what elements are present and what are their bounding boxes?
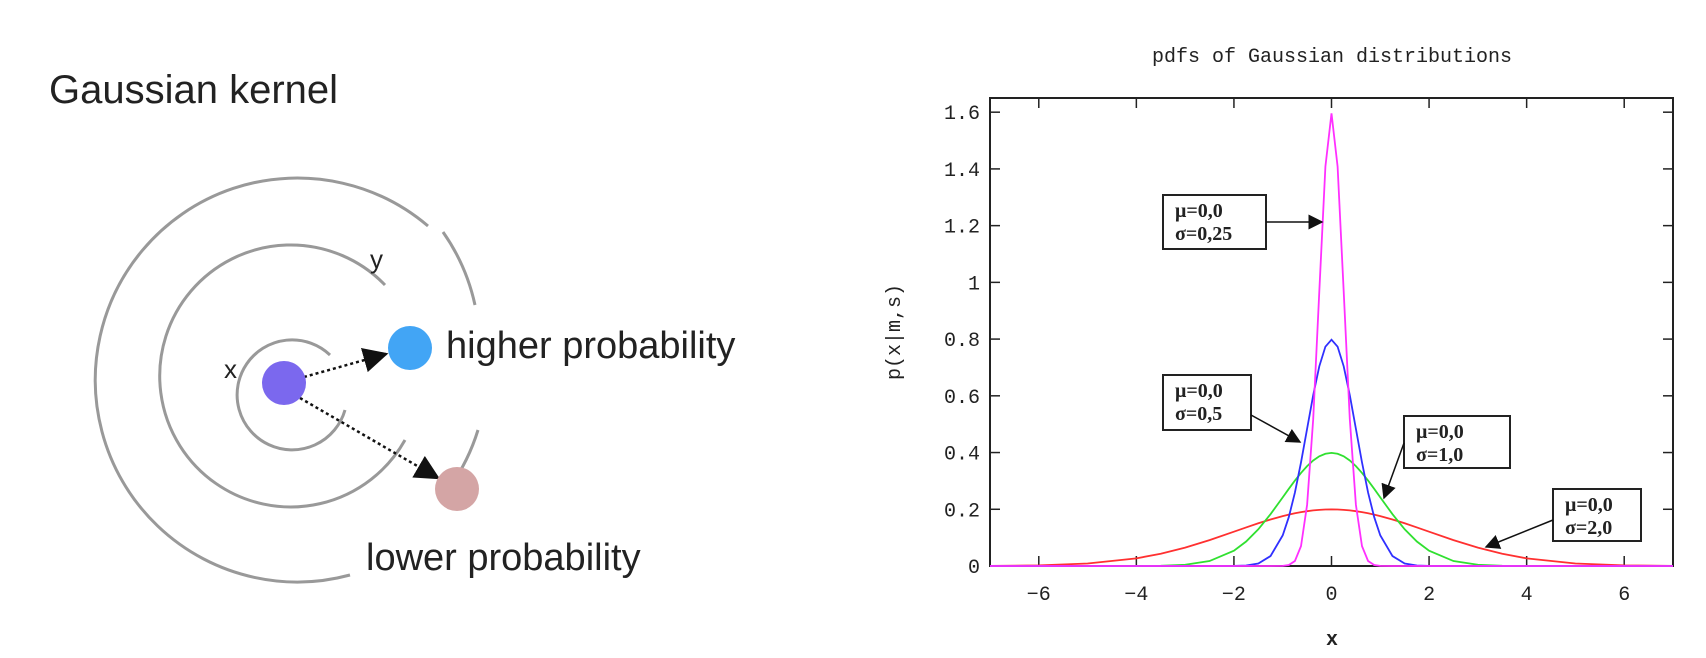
point-low [435, 467, 479, 511]
label-higher: higher probability [446, 325, 735, 367]
arrow [299, 396, 441, 480]
label-y: y [370, 244, 383, 274]
kernel-diagram: Gaussian kernel x y higher probability l… [49, 68, 735, 584]
y-tick-label: 0.6 [944, 387, 980, 410]
x-tick-label: −4 [1124, 584, 1148, 607]
y-tick-label: 0.4 [944, 444, 980, 467]
annotation-text: μ=0,0 [1175, 380, 1223, 402]
annotation-box [1162, 194, 1267, 250]
y-tick-label: 1.4 [944, 160, 980, 183]
label-x: x [224, 354, 237, 384]
x-tick-label: 6 [1618, 584, 1630, 607]
annotation-arrow [1250, 414, 1302, 443]
annotation-text: μ=0,0 [1565, 494, 1613, 516]
annotation-text: μ=0,0 [1416, 421, 1464, 443]
y-tick-label: 0.8 [944, 330, 980, 353]
x-tick-label: −2 [1222, 584, 1246, 607]
x-tick-label: 0 [1325, 584, 1337, 607]
x-tick-label: −6 [1027, 584, 1051, 607]
plot-frame [989, 97, 1674, 567]
annotation-box [1403, 415, 1511, 469]
arc [235, 338, 347, 452]
annotation-text: σ=0,25 [1175, 223, 1232, 245]
series-line [989, 508, 1674, 567]
arc [93, 176, 429, 584]
y-tick-label: 0 [968, 557, 980, 580]
diagram-title: Gaussian kernel [49, 68, 338, 112]
chart-title: pdfs of Gaussian distributions [1152, 46, 1512, 69]
annotation-text: σ=2,0 [1565, 517, 1612, 539]
y-tick-label: 1 [968, 273, 980, 296]
annotation-box [1162, 374, 1252, 431]
y-tick-label: 0.2 [944, 500, 980, 523]
annotation-box [1552, 488, 1642, 542]
x-tick-label: 2 [1423, 584, 1435, 607]
annotation-text: μ=0,0 [1175, 200, 1223, 222]
point-x [262, 361, 306, 405]
y-tick-label: 1.2 [944, 217, 980, 240]
arrow [303, 348, 389, 379]
label-lower: lower probability [366, 537, 641, 579]
y-axis-label: p(x|m,s) [884, 284, 907, 380]
annotation-arrow [1484, 519, 1554, 549]
annotation-arrow [1381, 442, 1405, 500]
annotation-text: σ=0,5 [1175, 403, 1222, 425]
arc [158, 243, 407, 509]
annotation-text: σ=1,0 [1416, 444, 1463, 466]
x-tick-label: 4 [1521, 584, 1533, 607]
series-line [990, 451, 1673, 567]
y-tick-label: 1.6 [944, 103, 980, 126]
point-high [388, 326, 432, 370]
arc [441, 231, 477, 306]
chart: pdfs of Gaussian distributions x p(x|m,s… [884, 46, 1674, 652]
series-line [990, 113, 1673, 567]
x-axis-label: x [1326, 629, 1338, 652]
